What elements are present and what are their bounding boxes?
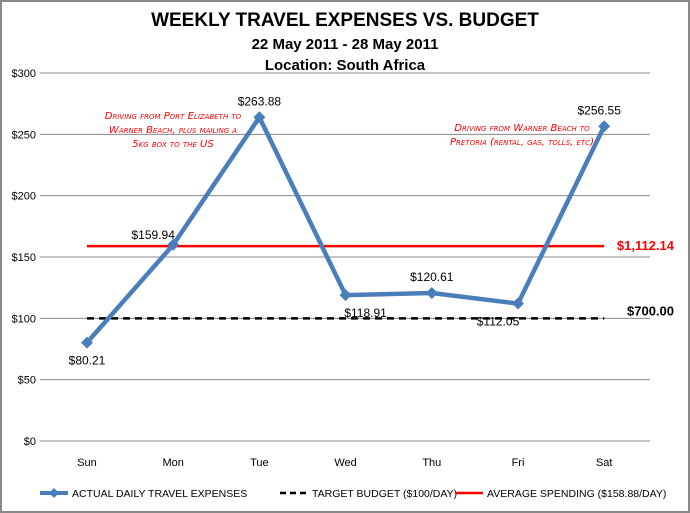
data-label: $80.21 (69, 354, 106, 368)
x-tick-label: Mon (162, 457, 183, 469)
y-tick-label: $0 (24, 436, 36, 448)
y-tick-label: $150 (12, 252, 36, 264)
annotation-text: Driving from Port Elizabeth to (105, 111, 242, 122)
data-point (598, 120, 611, 133)
annotation-text: Driving from Warner Beach to (454, 123, 590, 134)
average-total-label: $1,112.14 (617, 238, 675, 253)
y-tick-label: $50 (18, 375, 36, 387)
data-point (512, 297, 524, 310)
x-tick-label: Thu (422, 457, 441, 469)
legend-label: ACTUAL DAILY TRAVEL EXPENSES (72, 488, 247, 500)
y-tick-label: $250 (12, 129, 36, 141)
annotation-text: Pretoria (rental, gas, tolls, etc) (450, 137, 594, 148)
x-tick-label: Sat (596, 457, 613, 469)
y-tick-label: $200 (12, 191, 36, 203)
data-point (425, 287, 438, 300)
annotation-text: Warner Beach, plus mailing a (109, 125, 237, 136)
annotation-text: 5kg box to the US (132, 139, 214, 150)
data-label: $112.05 (477, 315, 520, 329)
y-tick-label: $100 (12, 313, 36, 325)
legend-label: TARGET BUDGET ($100/DAY) (312, 488, 457, 500)
data-label: $159.94 (132, 228, 176, 242)
data-point (167, 238, 180, 251)
x-tick-label: Fri (512, 457, 525, 469)
data-label: $118.91 (344, 306, 387, 320)
chart-title: WEEKLY TRAVEL EXPENSES VS. BUDGET (151, 10, 539, 31)
data-label: $256.55 (578, 103, 622, 117)
data-label: $120.61 (410, 270, 454, 284)
x-tick-label: Tue (250, 457, 269, 469)
chart-location: Location: South Africa (264, 57, 426, 74)
chart-subtitle: 22 May 2011 - 28 May 2011 (251, 36, 439, 53)
data-point (339, 289, 352, 302)
y-tick-label: $300 (12, 68, 36, 80)
x-tick-label: Wed (334, 457, 356, 469)
x-tick-label: Sun (77, 457, 97, 469)
legend-marker (49, 488, 59, 498)
data-label: $263.88 (238, 94, 282, 108)
data-point (253, 111, 266, 124)
legend-label: AVERAGE SPENDING ($158.88/DAY) (487, 488, 666, 500)
data-point (81, 336, 93, 349)
target-total-label: $700.00 (627, 303, 674, 318)
